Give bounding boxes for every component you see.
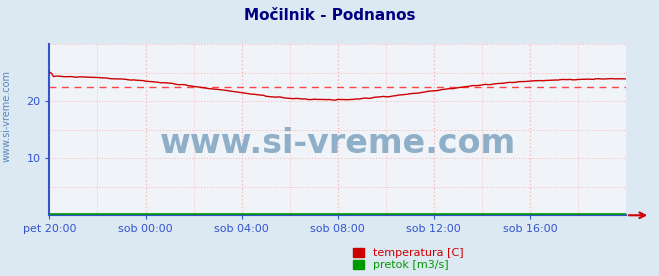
Legend: temperatura [C], pretok [m3/s]: temperatura [C], pretok [m3/s] [353,248,464,270]
Text: Močilnik - Podnanos: Močilnik - Podnanos [244,8,415,23]
Text: www.si-vreme.com: www.si-vreme.com [1,70,12,162]
Text: www.si-vreme.com: www.si-vreme.com [159,127,516,160]
